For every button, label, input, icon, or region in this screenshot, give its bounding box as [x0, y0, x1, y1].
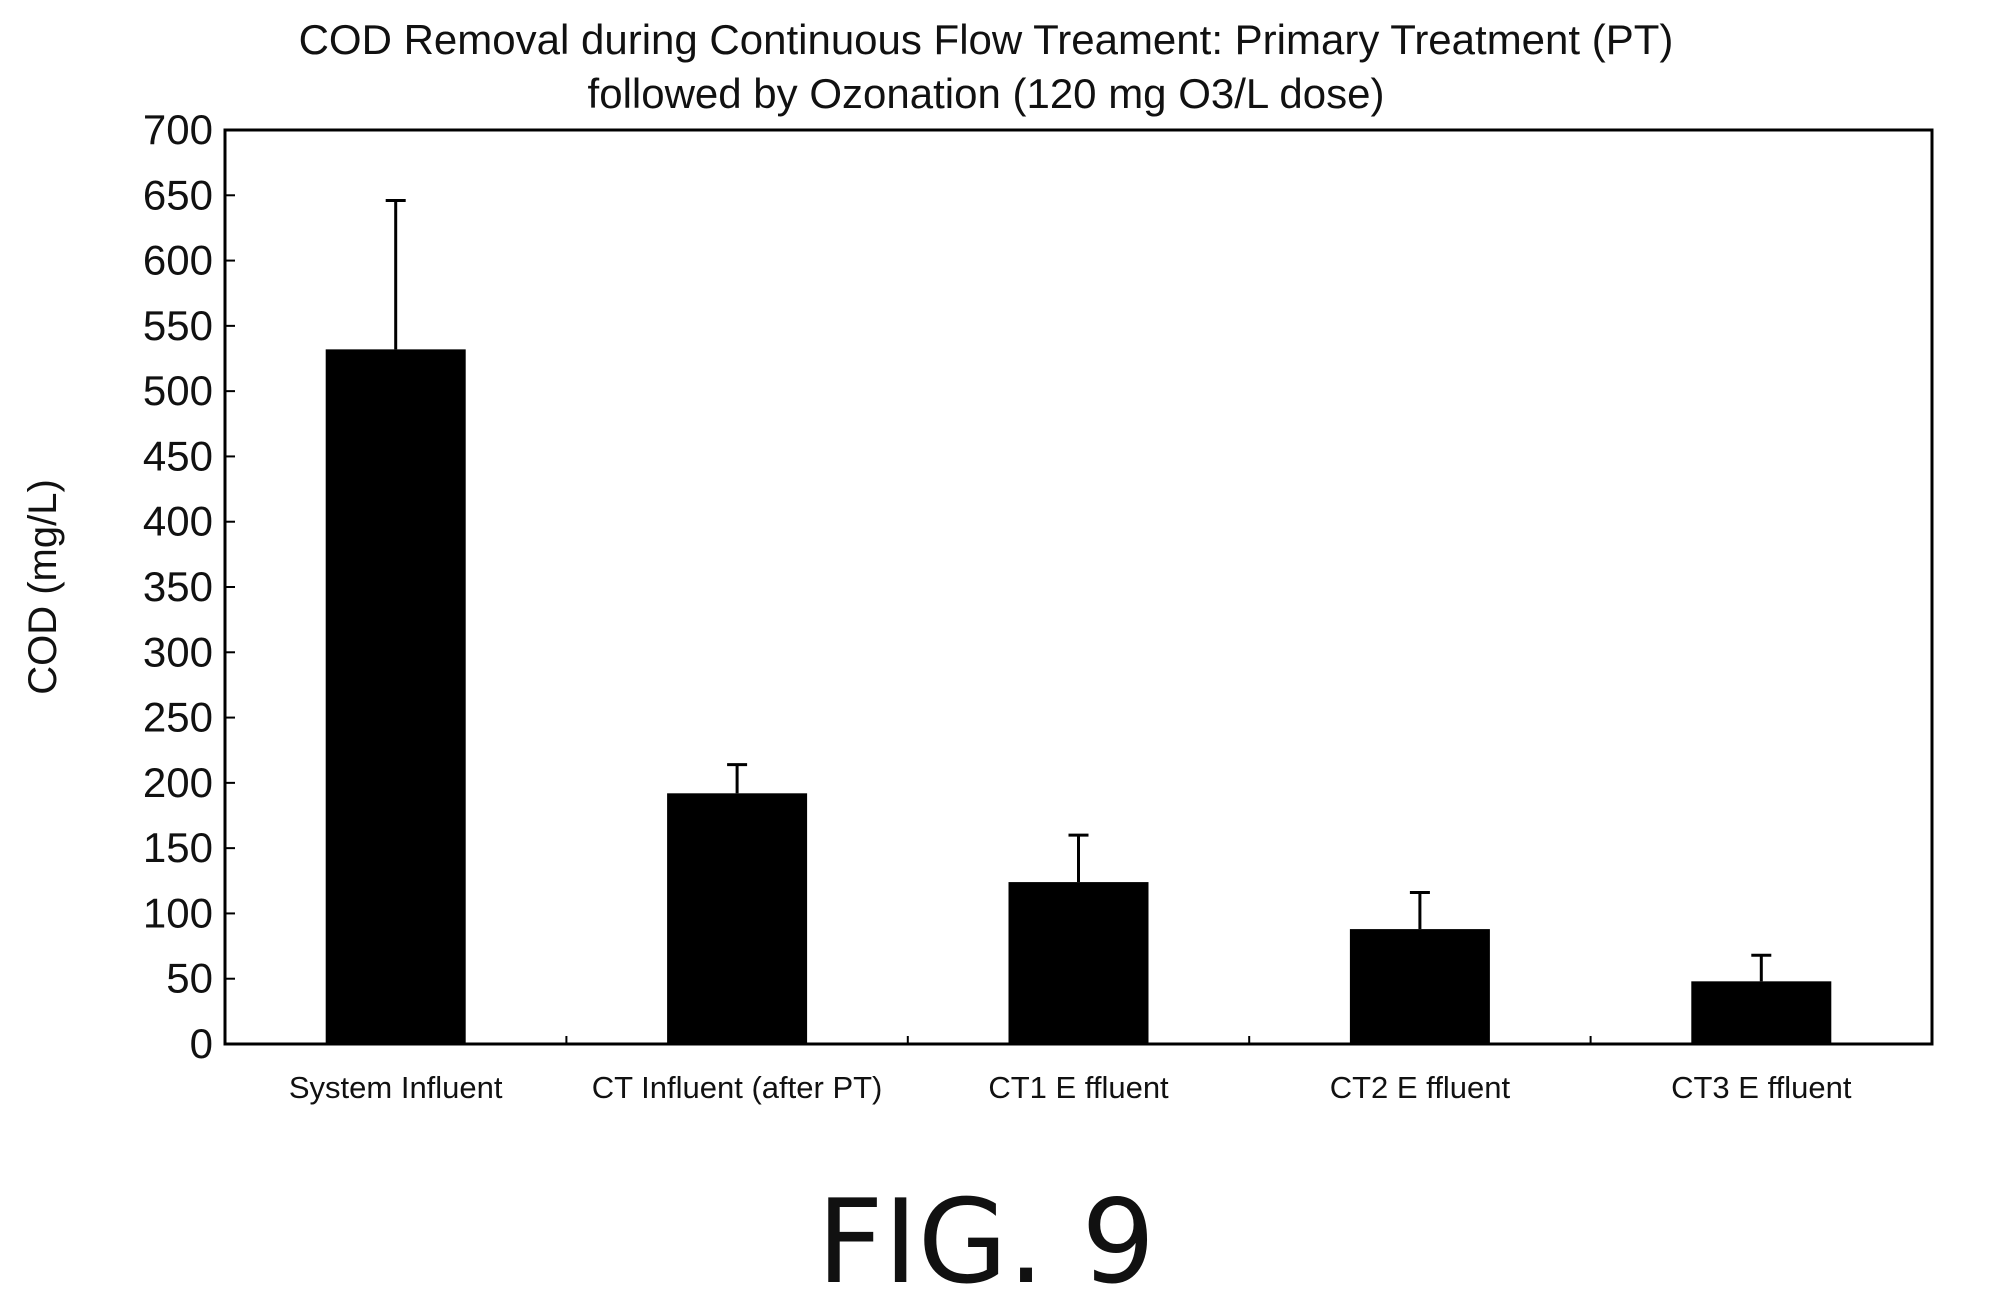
y-axis-ticks: 0 50 100 150 200 250 300 350 400 450 500 550 600 650 7… — [143, 106, 235, 1067]
figure-label: FIG. 9 — [817, 1175, 1155, 1302]
x-axis-ticks — [565, 1036, 1592, 1044]
y-tick-label: 200 — [143, 759, 213, 806]
y-tick-label: 150 — [143, 824, 213, 871]
x-tick-label: CT3 E ffluent — [1671, 1070, 1852, 1105]
y-tick-label: 50 — [166, 955, 213, 1002]
bar — [1008, 882, 1149, 1044]
y-tick-label: 400 — [143, 498, 213, 545]
bar — [1691, 981, 1832, 1044]
y-tick-label: 500 — [143, 367, 213, 414]
chart-title-line-2: followed by Ozonation (120 mg O3/L dose) — [588, 70, 1385, 117]
y-tick-label: 0 — [190, 1020, 213, 1067]
y-tick-label: 250 — [143, 694, 213, 741]
x-tick-label: CT1 E ffluent — [988, 1070, 1169, 1105]
x-tick-label: CT2 E ffluent — [1330, 1070, 1511, 1105]
bar-series — [325, 349, 1832, 1044]
y-tick-label: 350 — [143, 563, 213, 610]
y-tick-label: 700 — [143, 106, 213, 153]
bar — [1349, 929, 1490, 1044]
error-bars — [385, 199, 1772, 982]
x-tick-label: CT Influent (after PT) — [592, 1070, 883, 1105]
y-tick-label: 450 — [143, 432, 213, 479]
y-tick-label: 300 — [143, 628, 213, 675]
y-tick-label: 650 — [143, 171, 213, 218]
x-axis-tick-labels: System Influent CT Influent (after PT) CT1… — [289, 1070, 1852, 1105]
y-tick-label: 600 — [143, 237, 213, 284]
y-axis-label: COD (mg/L) — [21, 479, 65, 695]
y-tick-label: 550 — [143, 302, 213, 349]
chart-title-line-1: COD Removal during Continuous Flow Tream… — [299, 16, 1674, 63]
y-tick-label: 100 — [143, 889, 213, 936]
bar — [325, 349, 466, 1044]
x-tick-label: System Influent — [289, 1070, 503, 1105]
bar — [667, 793, 808, 1044]
